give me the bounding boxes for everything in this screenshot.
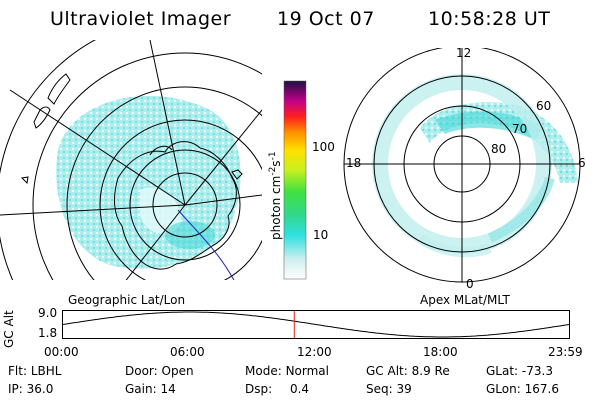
info-glon: GLon: 167.6 [486, 382, 559, 396]
info-door: Door: Open [125, 364, 194, 378]
mlat-label-70: 70 [512, 122, 528, 136]
orbit-altitude-plot [62, 310, 570, 339]
orbit-xtick-2359: 23:59 [548, 345, 583, 359]
time-label: 10:58:28 UT [428, 8, 551, 30]
terminator-line [177, 209, 235, 280]
orbit-xtick-0000: 00:00 [44, 345, 79, 359]
geo-panel-label: Geographic Lat/Lon [68, 293, 186, 307]
new-zealand-outline [33, 73, 71, 129]
colorbar-tick-100: 100 [312, 140, 335, 154]
geographic-map [0, 40, 262, 280]
geo-aurora-image [56, 95, 241, 269]
info-flt: Flt: LBHL [8, 364, 62, 378]
mlt-polar-plot [343, 48, 581, 283]
info-dsp: Dsp: 0.4 [245, 382, 310, 396]
info-glat: GLat: -73.3 [486, 364, 553, 378]
colorbar-unit-label: photon cm-2s-1 [268, 151, 283, 240]
info-gain: Gain: 14 [125, 382, 176, 396]
color-bar [283, 80, 307, 280]
geo-latitude-circles [0, 40, 262, 280]
orbit-ytick-top: 9.0 [38, 306, 58, 320]
mag-panel-label: Apex MLat/MLT [420, 293, 510, 307]
info-ip: IP: 36.0 [8, 382, 54, 396]
mlt-label-12: 12 [456, 46, 472, 60]
date-label: 19 Oct 07 [277, 8, 375, 30]
orbit-xtick-0600: 06:00 [170, 345, 205, 359]
orbit-ytick-bottom: 1.8 [38, 326, 58, 340]
mlt-label-6: 6 [578, 156, 586, 170]
orbit-xtick-1800: 18:00 [423, 345, 458, 359]
mlt-label-18: 18 [346, 156, 362, 170]
mlat-label-80: 80 [491, 142, 507, 156]
mlt-label-0: 0 [466, 277, 474, 291]
info-mode: Mode: Normal [245, 364, 329, 378]
mlt-meridians [344, 48, 580, 282]
antarctica-coastline [114, 141, 237, 270]
info-seq: Seq: 39 [366, 382, 412, 396]
instrument-title: Ultraviolet Imager [50, 8, 232, 30]
info-gc-alt: GC Alt: 8.9 Re [366, 364, 450, 378]
orbit-altitude-curve [62, 311, 570, 338]
mlat-label-60: 60 [536, 99, 552, 113]
orbit-ylabel: GC Alt [2, 310, 16, 348]
orbit-xtick-1200: 12:00 [297, 345, 332, 359]
geo-longitude-lines [0, 40, 262, 280]
colorbar-tick-10: 10 [313, 228, 329, 242]
